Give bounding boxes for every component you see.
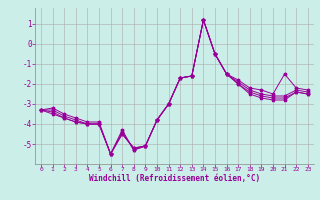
- X-axis label: Windchill (Refroidissement éolien,°C): Windchill (Refroidissement éolien,°C): [89, 174, 260, 183]
